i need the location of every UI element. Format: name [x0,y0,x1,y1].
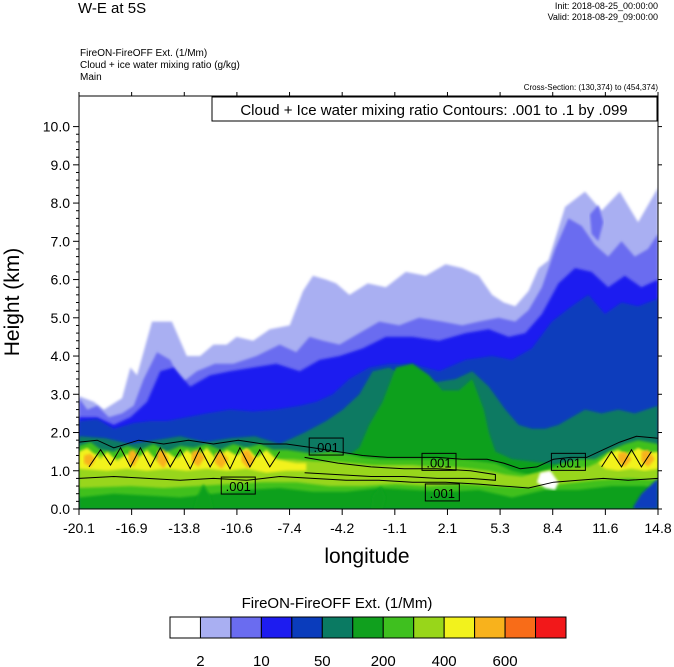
y-axis-label: Height (km) [1,248,24,357]
valid-time: Valid: 2018-08-29_09:00:00 [547,12,658,22]
x-tick-label: 5.3 [490,520,510,536]
colorbar: 2 10 50 200 400 600 [169,616,567,667]
colorbar-swatch [413,616,445,639]
field-label-extinction: FireON-FireOFF Ext. (1/Mm) [80,48,208,59]
plot-title: W-E at 5S [78,0,147,17]
shaded-region [128,449,139,467]
colorbar-title: FireON-FireOFF Ext. (1/Mm) [241,595,433,612]
x-tick-label: -16.9 [116,520,148,536]
shaded-region [157,449,169,469]
contour-label-box [550,452,586,471]
shaded-region [215,451,229,469]
contour-line [79,475,658,489]
contour-line [88,446,281,470]
colorbar-tick-label: 400 [432,653,457,667]
y-tick-label: 9.0 [51,157,71,173]
contour-line [79,435,658,470]
colorbar-swatch [260,616,293,639]
colorbar-swatch [291,616,323,639]
y-tick-label: 7.0 [51,233,71,249]
colorbar-swatch [199,616,232,639]
colorbar-swatch [382,616,415,639]
contour-title-box: Cloud + Ice water mixing ratio Contours:… [211,96,658,122]
y-tick-label: 8.0 [51,195,71,211]
shaded-region [241,449,255,469]
contour-label: .001 [226,479,251,494]
shaded-region [590,205,604,242]
x-tick-label: -4.2 [330,520,354,536]
colorbar-tick-label: 2 [196,653,204,667]
y-tick-label: 6.0 [51,272,71,288]
colorbar-swatch [474,616,506,639]
shaded-field [79,187,658,509]
contour-label: .001 [430,486,455,501]
contour-label-box [308,437,344,456]
y-tick-label: 0.0 [51,501,71,517]
x-tick-label: -7.4 [277,520,301,536]
field-label-mixing-ratio: Cloud + ice water mixing ratio (g/kg) [80,60,240,71]
shaded-region [193,484,214,509]
field-label-domain: Main [80,72,102,83]
colorbar-tick-label: 200 [371,653,396,667]
contour-title: Cloud + Ice water mixing ratio Contours:… [240,102,627,119]
contour-label: .001 [426,455,451,470]
colorbar-swatch [504,616,537,639]
colorbar-tick-label: 10 [253,653,270,667]
contour-line [601,448,652,468]
colorbar-swatch [321,616,354,639]
x-axis: -20.1 -16.9 -13.8 -10.6 -7.4 -4.2 -1.1 2.1 5.3 8.… [63,92,672,536]
colorbar-swatch [535,616,567,639]
colorbar-swatch [443,616,476,639]
y-axis: 0.0 1.0 2.0 3.0 4.0 5.0 6.0 7.0 8.0 9.0 10.0 [43,119,662,517]
y-tick-label: 1.0 [51,463,71,479]
contour-label: .001 [556,455,581,470]
contour-line [304,456,496,481]
cross-section-label: Cross-Section: (130,374) to (454,374) [523,83,658,92]
x-tick-label: -13.8 [168,520,200,536]
contour-label-box [220,476,256,495]
x-tick-label: 11.6 [592,520,618,536]
y-tick-label: 3.0 [51,386,71,402]
shaded-region [371,486,386,509]
y-tick-label: 4.0 [51,348,71,364]
x-tick-label: 14.8 [644,520,671,536]
shaded-region [84,453,96,467]
contour-lines [79,435,658,489]
x-tick-label: 2.1 [438,520,458,536]
colorbar-swatch [169,616,201,639]
y-tick-label: 5.0 [51,310,71,326]
x-tick-label: -1.1 [383,520,407,536]
init-time: Init: 2018-08-25_00:00:00 [554,1,658,11]
shaded-region [618,451,632,467]
y-tick-label: 10.0 [43,119,70,135]
shaded-region [633,478,658,509]
colorbar-tick-label: 600 [493,653,518,667]
contour-label: .001 [314,440,339,455]
colorbar-swatch [230,616,262,639]
x-tick-label: -10.6 [221,520,253,536]
x-tick-label: 8.4 [543,520,563,536]
colorbar-tick-label: 50 [314,653,331,667]
colorbar-swatch [352,616,384,639]
contour-labels: .001 .001 .001 .001 .001 [220,437,586,502]
y-tick-label: 2.0 [51,425,71,441]
x-tick-label: -20.1 [63,520,95,536]
x-axis-label: longitude [324,545,409,568]
contour-label-box [421,452,457,471]
shaded-region [191,449,206,467]
contour-label-box [424,483,460,502]
